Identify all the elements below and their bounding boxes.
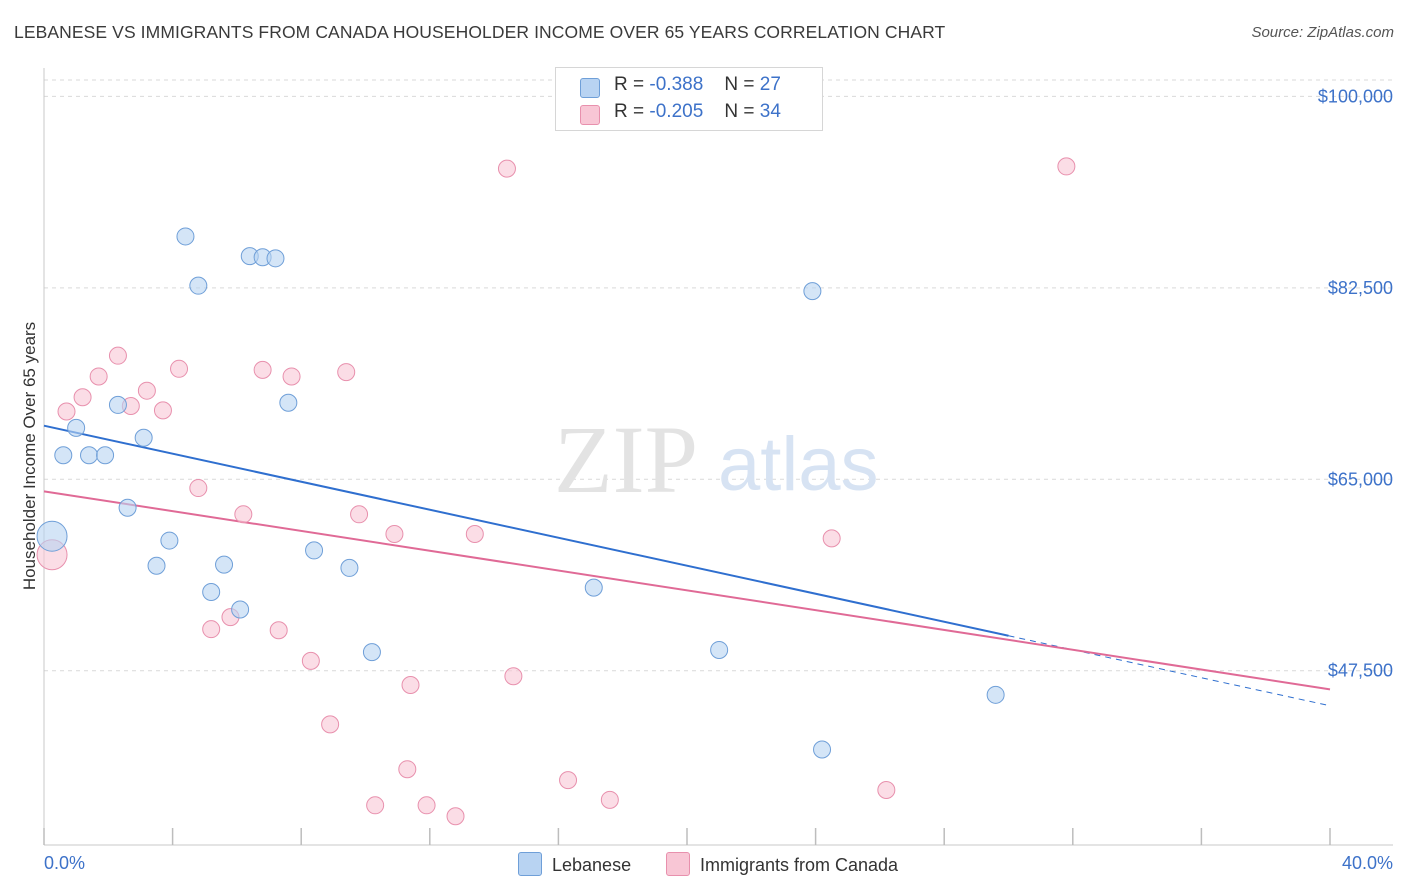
lebanese-legend-label: Lebanese bbox=[552, 855, 632, 875]
canada-point bbox=[202, 620, 221, 639]
lebanese-point bbox=[986, 685, 1005, 704]
lebanese-point bbox=[176, 227, 195, 246]
legend-r-label: R = bbox=[614, 101, 645, 122]
canada-point bbox=[337, 363, 356, 382]
lebanese-point bbox=[202, 582, 221, 601]
canada-point bbox=[73, 388, 92, 407]
lebanese-point bbox=[67, 418, 86, 437]
lebanese-point bbox=[231, 600, 250, 619]
grid-lines bbox=[44, 79, 1393, 672]
lebanese-point bbox=[813, 740, 832, 759]
y-tick-label: $47,500 bbox=[1328, 661, 1393, 681]
lebanese-point bbox=[584, 578, 603, 597]
y-axis-label: Householder Income Over 65 years bbox=[20, 322, 39, 590]
lebanese-trend-extension bbox=[1008, 635, 1331, 707]
trend-lines bbox=[43, 424, 1331, 707]
lebanese-point bbox=[362, 643, 381, 662]
legend-n-value: 34 bbox=[759, 101, 781, 122]
canada-point bbox=[170, 359, 189, 378]
lebanese-point bbox=[54, 446, 73, 465]
lebanese-point bbox=[96, 446, 115, 465]
x-tick-label-min: 0.0% bbox=[44, 853, 85, 873]
canada-point bbox=[253, 360, 272, 379]
canada-legend-swatch bbox=[666, 852, 690, 876]
canada-point bbox=[465, 525, 484, 544]
x-tick-labels: 0.0% 40.0% bbox=[44, 853, 1393, 873]
lebanese-point bbox=[108, 395, 127, 414]
canada-point bbox=[822, 529, 841, 548]
y-tick-labels: $47,500 $65,000 $82,500 $100,000 bbox=[1318, 86, 1393, 680]
canada-point bbox=[600, 790, 619, 809]
canada-point bbox=[398, 760, 417, 779]
canada-point bbox=[1057, 157, 1076, 176]
lebanese-point bbox=[266, 249, 285, 268]
legend-n-label: N = bbox=[724, 74, 755, 95]
legend-r-value: -0.388 bbox=[649, 74, 704, 95]
canada-point bbox=[189, 479, 208, 498]
watermark-atlas: atlas bbox=[718, 422, 879, 507]
canada-trend-line bbox=[43, 490, 1331, 691]
canada-point bbox=[446, 807, 465, 826]
source-credit: Source: ZipAtlas.com bbox=[1251, 24, 1394, 41]
lebanese-point bbox=[215, 555, 234, 574]
lebanese-point bbox=[160, 531, 179, 550]
canada-point bbox=[321, 715, 340, 734]
canada-point bbox=[269, 621, 288, 640]
canada-point bbox=[385, 525, 404, 544]
watermark: ZIP atlas bbox=[554, 406, 879, 513]
bottom-legend-lebanese: Lebanese bbox=[518, 852, 631, 876]
lebanese-point bbox=[305, 541, 324, 560]
lebanese-point bbox=[134, 428, 153, 447]
legend-n-value: 27 bbox=[759, 74, 781, 95]
canada-point bbox=[137, 381, 156, 400]
lebanese-point bbox=[189, 276, 208, 295]
canada-point bbox=[417, 796, 436, 815]
canada-point bbox=[559, 771, 578, 790]
lebanese-point bbox=[279, 393, 298, 412]
y-tick-label: $100,000 bbox=[1318, 86, 1393, 106]
canada-legend-label: Immigrants from Canada bbox=[700, 855, 899, 875]
lebanese-point bbox=[710, 640, 729, 659]
lebanese-swatch bbox=[580, 78, 600, 98]
lebanese-point bbox=[118, 498, 137, 517]
canada-point bbox=[504, 667, 523, 686]
canada-point bbox=[401, 675, 420, 694]
chart-title: LEBANESE VS IMMIGRANTS FROM CANADA HOUSE… bbox=[14, 22, 946, 42]
canada-point bbox=[108, 346, 127, 365]
legend-r-value: -0.205 bbox=[649, 101, 704, 122]
canada-swatch bbox=[580, 105, 600, 125]
y-tick-label: $82,500 bbox=[1328, 278, 1393, 298]
canada-point bbox=[366, 796, 385, 815]
axes bbox=[43, 68, 1393, 846]
canada-point bbox=[153, 401, 172, 420]
canada-point bbox=[877, 780, 896, 799]
lebanese-legend-swatch bbox=[518, 852, 542, 876]
canada-point bbox=[350, 505, 369, 524]
canada-point bbox=[234, 505, 253, 524]
y-tick-label: $65,000 bbox=[1328, 469, 1393, 489]
data-points bbox=[36, 157, 1076, 826]
x-tick-label-max: 40.0% bbox=[1342, 853, 1393, 873]
lebanese-point bbox=[80, 446, 99, 465]
lebanese-point bbox=[803, 282, 822, 301]
canada-point bbox=[89, 367, 108, 386]
watermark-zip: ZIP bbox=[554, 406, 698, 513]
canada-point bbox=[282, 367, 301, 386]
lebanese-point bbox=[147, 556, 166, 575]
canada-point bbox=[57, 402, 76, 421]
bottom-legend-canada: Immigrants from Canada bbox=[666, 852, 898, 876]
legend-r-label: R = bbox=[614, 74, 645, 95]
legend-n-label: N = bbox=[724, 101, 755, 122]
lebanese-trend-line bbox=[43, 424, 1009, 637]
canada-point bbox=[497, 159, 516, 178]
lebanese-point bbox=[340, 558, 359, 577]
lebanese-point bbox=[36, 520, 68, 552]
canada-point bbox=[301, 651, 320, 670]
correlation-legend: R = -0.388 N = 27 R = -0.205 N = 34 bbox=[555, 67, 823, 131]
